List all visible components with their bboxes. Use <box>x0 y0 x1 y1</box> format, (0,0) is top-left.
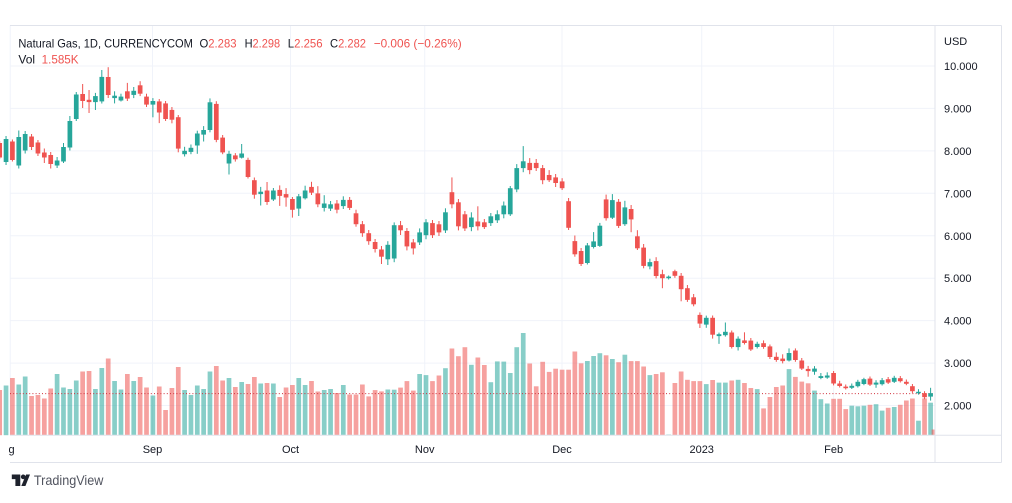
svg-text:4.000: 4.000 <box>944 316 972 328</box>
svg-text:Oct: Oct <box>282 444 299 456</box>
svg-text:5.000: 5.000 <box>944 273 972 285</box>
svg-text:−0.006 (−0.26%): −0.006 (−0.26%) <box>374 37 462 51</box>
svg-text:H2.298: H2.298 <box>245 37 281 51</box>
svg-text:8.000: 8.000 <box>944 146 972 158</box>
svg-text:L2.256: L2.256 <box>288 37 323 51</box>
svg-text:Natural Gas, 1D, CURRENCYCOM: Natural Gas, 1D, CURRENCYCOM <box>18 37 193 51</box>
svg-text:3.000: 3.000 <box>944 358 972 370</box>
svg-text:6.000: 6.000 <box>944 231 972 243</box>
svg-text:Feb: Feb <box>824 444 843 456</box>
svg-text:TradingView: TradingView <box>34 472 104 488</box>
svg-text:Nov: Nov <box>415 444 435 456</box>
svg-text:Vol: Vol <box>18 53 35 67</box>
svg-text:2023: 2023 <box>689 444 713 456</box>
svg-text:7.000: 7.000 <box>944 188 972 200</box>
svg-text:g: g <box>8 444 14 456</box>
svg-text:1.585K: 1.585K <box>42 53 79 67</box>
svg-text:Sep: Sep <box>143 444 163 456</box>
svg-text:2.000: 2.000 <box>944 401 972 413</box>
svg-text:O2.283: O2.283 <box>200 37 237 51</box>
svg-text:9.000: 9.000 <box>944 103 972 115</box>
svg-text:USD: USD <box>944 36 967 48</box>
svg-text:Dec: Dec <box>552 444 572 456</box>
svg-text:10.000: 10.000 <box>944 61 978 73</box>
svg-text:C2.282: C2.282 <box>330 37 366 51</box>
